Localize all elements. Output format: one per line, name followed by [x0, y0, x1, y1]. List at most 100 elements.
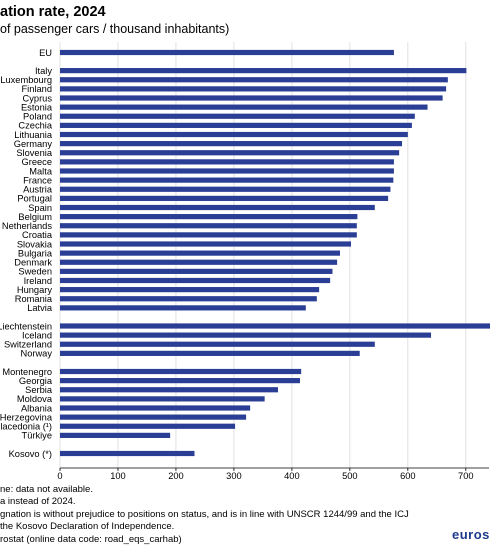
- bar: [60, 204, 375, 211]
- bar: [60, 350, 360, 356]
- bar: [60, 296, 317, 302]
- bar: [60, 250, 341, 256]
- category-label: Romania: [15, 294, 53, 304]
- bar: [60, 195, 389, 201]
- bar: [60, 150, 400, 156]
- category-label: Estonia: [21, 102, 53, 112]
- x-tick-label: 300: [226, 471, 242, 481]
- eurostat-logo: euros: [452, 527, 490, 542]
- bar: [60, 214, 358, 220]
- category-label: Austria: [23, 185, 53, 195]
- category-label: Germany: [14, 139, 53, 149]
- bar: [60, 77, 448, 83]
- bar: [60, 423, 236, 429]
- category-label: Hungary: [17, 285, 52, 295]
- category-label: Belgium: [18, 212, 52, 222]
- category-label: Greece: [22, 157, 53, 167]
- category-label: Lithuania: [14, 130, 53, 140]
- category-label: Denmark: [14, 258, 52, 268]
- x-tick-label: 500: [342, 471, 358, 481]
- bar: [60, 141, 403, 147]
- bar: [60, 223, 357, 229]
- bar: [60, 378, 301, 384]
- category-label: Serbia: [25, 385, 53, 395]
- bar: [60, 414, 247, 420]
- bar: [60, 287, 320, 293]
- category-label: Italy: [35, 66, 52, 76]
- bar: [60, 341, 375, 347]
- category-label: Switzerland: [4, 340, 52, 350]
- bar: [60, 104, 428, 110]
- category-label: Türkiye: [22, 431, 52, 441]
- x-tick-label: 200: [168, 471, 184, 481]
- bar: [60, 122, 412, 128]
- category-label: Iceland: [22, 330, 52, 340]
- bar: [60, 405, 251, 411]
- category-label: Czechia: [18, 121, 52, 131]
- x-tick-label: 400: [284, 471, 300, 481]
- note-line: a instead of 2024.: [0, 496, 76, 508]
- bar: [60, 323, 490, 329]
- category-label: Ireland: [24, 276, 52, 286]
- bar: [60, 305, 306, 311]
- category-label: Liechtenstein: [0, 321, 52, 331]
- category-label: Portugal: [17, 194, 52, 204]
- chart-subtitle: of passenger cars / thousand inhabitants…: [0, 22, 230, 36]
- category-label: lacedonia (¹): [0, 422, 52, 432]
- category-label: Croatia: [22, 230, 53, 240]
- note-line: gnation is without prejudice to position…: [0, 508, 409, 520]
- note-line: ne: data not available.: [0, 484, 93, 495]
- chart-title: ation rate, 2024: [0, 4, 106, 20]
- bar: [60, 113, 415, 119]
- category-label: Poland: [23, 112, 52, 122]
- bar: [60, 277, 331, 284]
- bar: [60, 259, 338, 265]
- category-label: Luxembourg: [0, 75, 52, 85]
- category-label: Slovakia: [17, 239, 53, 249]
- bar: [60, 368, 302, 375]
- chart-notes: ne: data not available. a instead of 202…: [0, 484, 409, 546]
- bar: [60, 241, 352, 247]
- category-label: Bulgaria: [18, 248, 53, 258]
- bar: [60, 186, 391, 192]
- category-label: Norway: [20, 349, 52, 359]
- bar: [60, 95, 443, 101]
- category-label: Latvia: [27, 303, 53, 313]
- category-label: Slovenia: [16, 148, 52, 158]
- bar: [60, 68, 467, 74]
- bar: [60, 159, 394, 165]
- x-tick-label: 700: [458, 471, 474, 481]
- category-label: Spain: [28, 203, 52, 213]
- bar: [60, 177, 394, 183]
- category-label: Georgia: [19, 376, 53, 386]
- category-label: Kosovo (*): [9, 449, 52, 459]
- category-label: Herzegovina: [0, 412, 53, 422]
- note-line: the Kosovo Declaration of Independence.: [0, 521, 175, 533]
- category-label: Moldova: [17, 394, 53, 404]
- bar: [60, 332, 432, 338]
- category-label: EU: [39, 48, 52, 58]
- category-label: Malta: [29, 166, 53, 176]
- x-tick-label: 600: [400, 471, 416, 481]
- bar: [60, 268, 333, 274]
- category-label: Albania: [21, 403, 53, 413]
- category-label: Montenegro: [2, 367, 52, 377]
- bar: [60, 86, 447, 92]
- bar: [60, 168, 394, 174]
- bar-chart: EU ItalyLuxembourgFinlandCyprusEstoniaPol…: [0, 42, 490, 481]
- bar: [60, 49, 394, 56]
- category-label: France: [23, 175, 52, 185]
- x-tick-label: 100: [110, 471, 126, 481]
- bar: [60, 387, 278, 393]
- category-label: Cyprus: [23, 93, 53, 103]
- bar: [60, 450, 195, 457]
- x-tick-label: 0: [57, 471, 62, 481]
- bar: [60, 432, 171, 438]
- bar: [60, 232, 357, 238]
- category-label: Finland: [22, 84, 53, 94]
- bar: [60, 131, 408, 138]
- category-label: Sweden: [18, 267, 52, 277]
- bar: [60, 396, 265, 402]
- category-label: Netherlands: [2, 221, 52, 231]
- source-line: rostat (online data code: road_eqs_carha…: [0, 533, 182, 545]
